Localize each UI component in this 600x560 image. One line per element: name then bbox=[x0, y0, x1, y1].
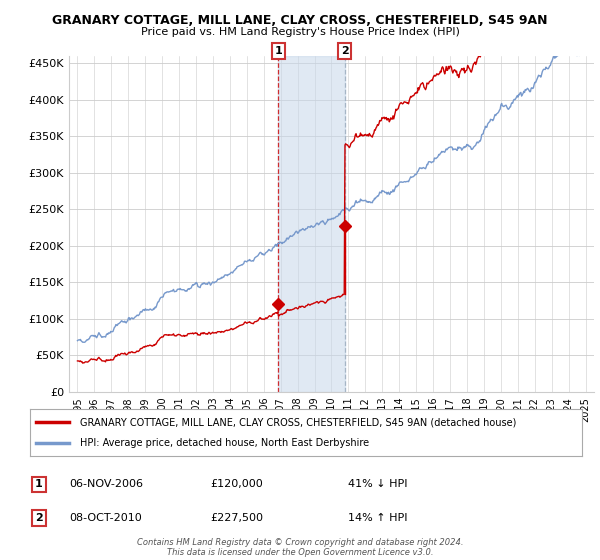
Text: 2: 2 bbox=[341, 46, 349, 56]
Text: 14% ↑ HPI: 14% ↑ HPI bbox=[348, 513, 407, 523]
Text: 1: 1 bbox=[274, 46, 282, 56]
Text: 08-OCT-2010: 08-OCT-2010 bbox=[69, 513, 142, 523]
Text: £227,500: £227,500 bbox=[210, 513, 263, 523]
Bar bbox=[278, 56, 344, 392]
Text: GRANARY COTTAGE, MILL LANE, CLAY CROSS, CHESTERFIELD, S45 9AN (detached house): GRANARY COTTAGE, MILL LANE, CLAY CROSS, … bbox=[80, 417, 516, 427]
Text: 06-NOV-2006: 06-NOV-2006 bbox=[69, 479, 143, 489]
Text: 1: 1 bbox=[35, 479, 43, 489]
Text: GRANARY COTTAGE, MILL LANE, CLAY CROSS, CHESTERFIELD, S45 9AN: GRANARY COTTAGE, MILL LANE, CLAY CROSS, … bbox=[52, 14, 548, 27]
Text: HPI: Average price, detached house, North East Derbyshire: HPI: Average price, detached house, Nort… bbox=[80, 438, 369, 448]
Text: 41% ↓ HPI: 41% ↓ HPI bbox=[348, 479, 407, 489]
Text: £120,000: £120,000 bbox=[210, 479, 263, 489]
Text: Price paid vs. HM Land Registry's House Price Index (HPI): Price paid vs. HM Land Registry's House … bbox=[140, 27, 460, 37]
Text: 2: 2 bbox=[35, 513, 43, 523]
Text: Contains HM Land Registry data © Crown copyright and database right 2024.
This d: Contains HM Land Registry data © Crown c… bbox=[137, 538, 463, 557]
